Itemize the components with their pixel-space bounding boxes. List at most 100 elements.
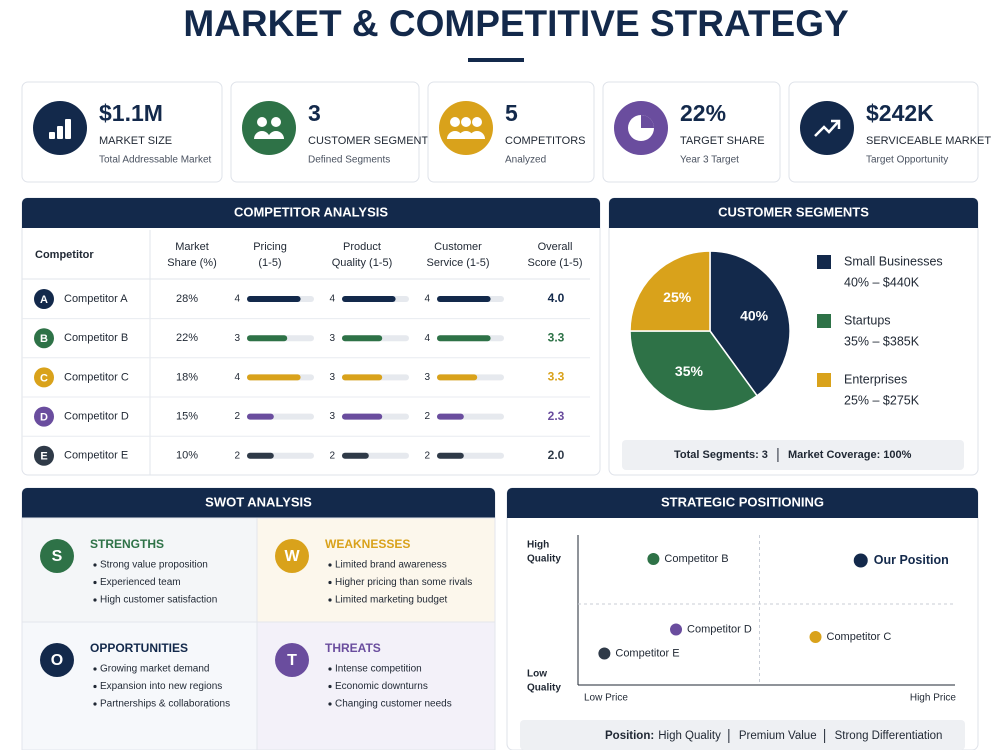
legend-name: Enterprises bbox=[844, 372, 907, 386]
bullet bbox=[93, 702, 97, 706]
axis-label: Low Price bbox=[584, 693, 628, 704]
position-point bbox=[809, 631, 822, 643]
panel-title: CUSTOMER SEGMENTS bbox=[718, 204, 869, 219]
footer-label: Position: bbox=[605, 730, 654, 742]
positioning-footer bbox=[520, 720, 965, 750]
swot-item: Changing customer needs bbox=[335, 699, 452, 710]
rating-bar bbox=[437, 374, 478, 381]
legend-detail: 35% – $385K bbox=[844, 334, 920, 348]
bullet bbox=[93, 598, 97, 602]
rating-bar bbox=[342, 335, 383, 342]
rating-bar bbox=[437, 296, 491, 302]
bullet bbox=[328, 667, 332, 671]
rating-bar bbox=[437, 452, 464, 459]
kpi-label: SERVICEABLE MARKET bbox=[866, 135, 991, 147]
panel-header bbox=[609, 198, 978, 228]
axis-label: High bbox=[527, 540, 549, 551]
column-header: Quality (1-5) bbox=[332, 257, 393, 269]
point-label: Our Position bbox=[874, 553, 949, 567]
rating-value: 3 bbox=[234, 333, 240, 344]
column-header: Customer bbox=[434, 241, 482, 253]
rating-value: 2 bbox=[424, 450, 430, 461]
rating-bar bbox=[342, 374, 383, 381]
bullet bbox=[328, 580, 332, 585]
icon-head bbox=[257, 117, 267, 127]
footer-item: High Quality bbox=[658, 730, 721, 742]
bullet bbox=[328, 684, 332, 689]
swot-item: Experienced team bbox=[100, 577, 181, 588]
panel-title: STRATEGIC POSITIONING bbox=[661, 494, 824, 509]
overall-score: 3.3 bbox=[548, 330, 565, 344]
position-point bbox=[670, 623, 683, 636]
icon-body bbox=[254, 131, 270, 139]
swot-item: Strong value proposition bbox=[100, 560, 208, 571]
swot-badge bbox=[275, 539, 309, 573]
legend-swatch bbox=[817, 255, 831, 269]
point-label: Competitor C bbox=[827, 631, 892, 643]
swot-quadrant bbox=[256, 621, 496, 750]
row-badge bbox=[34, 289, 54, 309]
footer-text: Total Segments: 3 bbox=[674, 449, 768, 461]
rating-value: 4 bbox=[424, 294, 430, 305]
kpi-icon bbox=[800, 101, 854, 155]
rating-bar bbox=[247, 374, 301, 381]
panel-title: SWOT ANALYSIS bbox=[205, 494, 312, 509]
bullet bbox=[93, 580, 97, 585]
bullet bbox=[93, 684, 97, 689]
swot-title: STRENGTHS bbox=[90, 537, 164, 551]
swot-item: Expansion into new regions bbox=[100, 681, 222, 692]
slice-label: 25% bbox=[663, 289, 692, 305]
column-header: Overall bbox=[538, 241, 573, 253]
kpi-icon bbox=[242, 101, 296, 155]
rating-bar bbox=[247, 335, 288, 342]
icon-bar bbox=[49, 132, 55, 139]
market-share: 18% bbox=[176, 371, 198, 383]
swot-letter: T bbox=[287, 652, 297, 669]
competitor-name: Competitor A bbox=[64, 293, 128, 305]
panel-header bbox=[22, 198, 600, 228]
icon-head bbox=[472, 117, 482, 127]
market-share: 22% bbox=[176, 332, 198, 344]
slice-label: 40% bbox=[740, 307, 769, 323]
swot-title: OPPORTUNITIES bbox=[90, 641, 188, 655]
rating-value: 2 bbox=[234, 411, 240, 422]
axis-label: High Price bbox=[910, 693, 957, 704]
swot-title: WEAKNESSES bbox=[325, 537, 410, 551]
row-badge bbox=[34, 406, 54, 427]
kpi-sub: Analyzed bbox=[505, 155, 546, 166]
kpi-icon bbox=[439, 101, 493, 155]
icon-body bbox=[469, 131, 485, 139]
badge-letter: B bbox=[40, 333, 48, 345]
swot-item: Limited marketing budget bbox=[335, 595, 448, 606]
pie-slice bbox=[629, 250, 711, 332]
rating-value: 3 bbox=[329, 411, 335, 422]
icon-head bbox=[271, 117, 281, 127]
market-share: 15% bbox=[176, 411, 198, 423]
competitor-name: Competitor E bbox=[64, 450, 128, 462]
bullet bbox=[93, 667, 97, 671]
badge-letter: E bbox=[40, 451, 47, 463]
badge-letter: C bbox=[40, 372, 48, 384]
panel-header bbox=[22, 488, 495, 518]
rating-bar bbox=[437, 335, 491, 342]
overall-score: 3.3 bbox=[548, 370, 565, 384]
kpi-sub: Target Opportunity bbox=[866, 155, 948, 166]
competitor-name: Competitor B bbox=[64, 332, 128, 344]
rating-value: 3 bbox=[329, 333, 335, 344]
footer-item: Strong Differentiation bbox=[835, 730, 943, 742]
column-header: Share (%) bbox=[167, 257, 217, 269]
position-point bbox=[853, 553, 868, 568]
badge-letter: A bbox=[40, 294, 48, 306]
icon-body bbox=[268, 131, 284, 139]
market-share: 10% bbox=[176, 450, 198, 462]
column-header: Market bbox=[175, 241, 209, 253]
column-header: Product bbox=[343, 241, 381, 253]
kpi-value: $242K bbox=[866, 100, 934, 126]
legend-swatch bbox=[817, 314, 831, 328]
rating-value: 2 bbox=[424, 411, 430, 422]
row-badge bbox=[34, 445, 54, 466]
rating-value: 2 bbox=[234, 450, 240, 461]
rating-bar bbox=[247, 452, 274, 459]
swot-badge bbox=[40, 643, 74, 677]
